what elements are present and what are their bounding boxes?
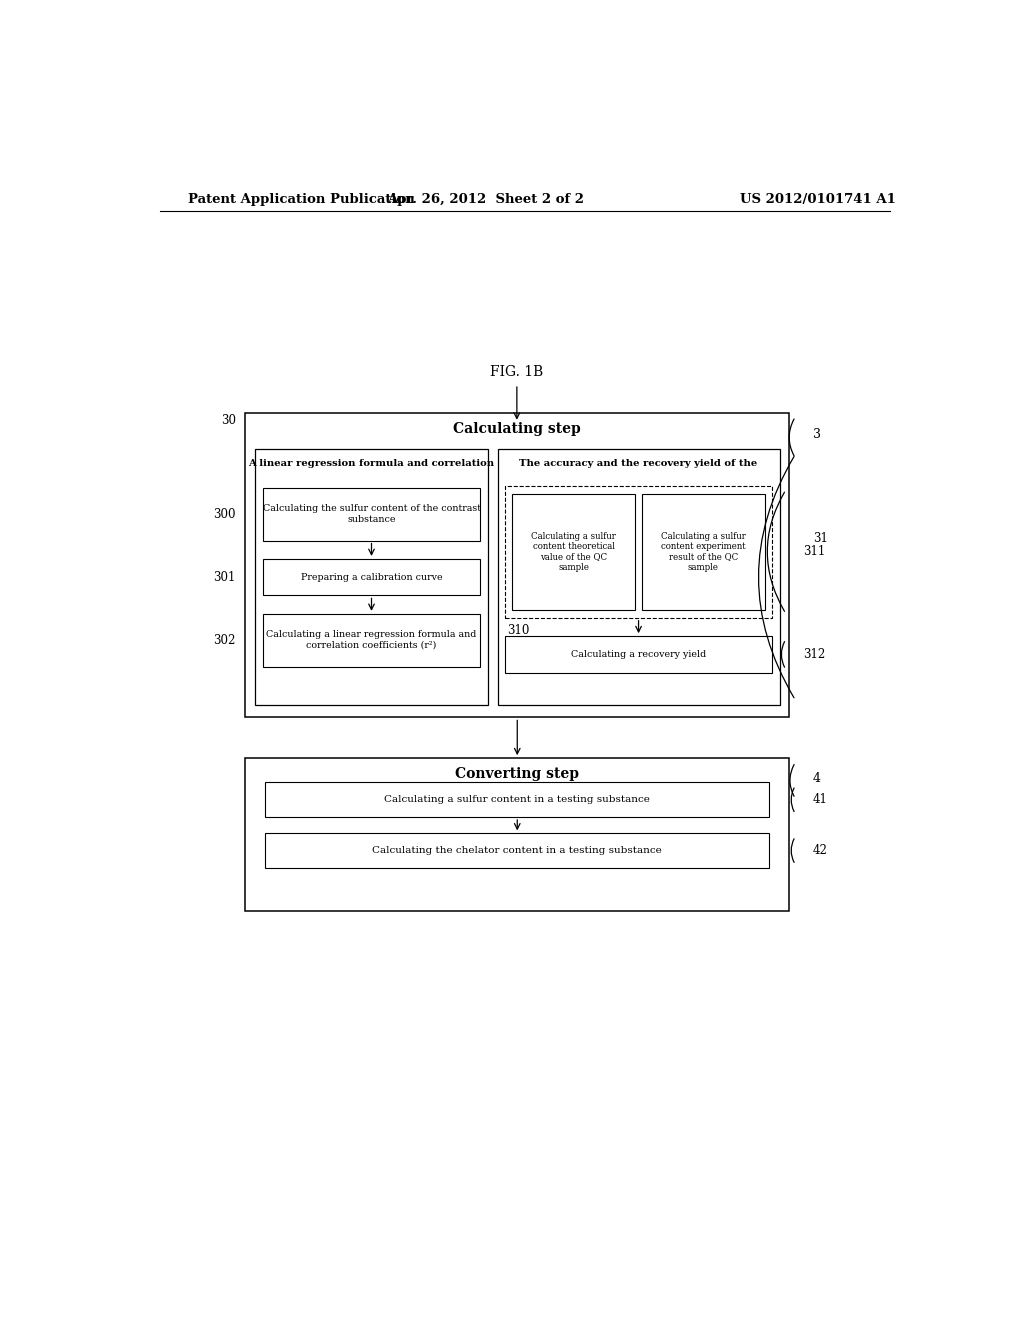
- Text: 302: 302: [214, 634, 236, 647]
- Text: 301: 301: [214, 570, 236, 583]
- Text: FIG. 1B: FIG. 1B: [490, 364, 544, 379]
- Bar: [512, 494, 635, 610]
- Text: 31: 31: [813, 532, 827, 545]
- Text: 30: 30: [221, 414, 236, 428]
- Text: 311: 311: [804, 545, 825, 558]
- Text: Apr. 26, 2012  Sheet 2 of 2: Apr. 26, 2012 Sheet 2 of 2: [387, 193, 584, 206]
- Text: Converting step: Converting step: [456, 767, 580, 781]
- Text: Calculating the sulfur content of the contrast
substance: Calculating the sulfur content of the co…: [262, 504, 480, 524]
- Text: Preparing a calibration curve: Preparing a calibration curve: [301, 573, 442, 582]
- Text: 41: 41: [813, 793, 827, 807]
- Bar: [263, 558, 480, 595]
- Text: 310: 310: [507, 623, 529, 636]
- Text: Calculating a sulfur
content experiment
result of the QC
sample: Calculating a sulfur content experiment …: [662, 532, 745, 572]
- Text: 300: 300: [213, 508, 236, 520]
- Text: US 2012/0101741 A1: US 2012/0101741 A1: [740, 193, 896, 206]
- Bar: [246, 413, 790, 718]
- Text: Calculating a recovery yield: Calculating a recovery yield: [571, 649, 707, 659]
- Bar: [255, 449, 488, 705]
- Bar: [642, 494, 765, 610]
- Bar: [506, 486, 772, 618]
- Text: Calculating a sulfur content in a testing substance: Calculating a sulfur content in a testin…: [384, 795, 650, 804]
- Bar: [246, 758, 790, 911]
- Text: Calculating the chelator content in a testing substance: Calculating the chelator content in a te…: [373, 846, 663, 855]
- Text: 312: 312: [804, 648, 825, 661]
- Text: 4: 4: [813, 772, 821, 785]
- Text: Patent Application Publication: Patent Application Publication: [187, 193, 415, 206]
- Text: The accuracy and the recovery yield of the: The accuracy and the recovery yield of t…: [519, 459, 758, 467]
- Text: Calculating step: Calculating step: [454, 422, 582, 436]
- Bar: [265, 833, 769, 867]
- Text: 3: 3: [813, 429, 821, 441]
- Text: Calculating a linear regression formula and
correlation coefficients (r²): Calculating a linear regression formula …: [266, 631, 477, 649]
- Text: Calculating a sulfur
content theoretical
value of the QC
sample: Calculating a sulfur content theoretical…: [531, 532, 616, 572]
- Bar: [263, 487, 480, 541]
- Bar: [265, 783, 769, 817]
- Bar: [263, 614, 480, 667]
- Text: 42: 42: [813, 843, 827, 857]
- Bar: [498, 449, 779, 705]
- Bar: [506, 636, 772, 673]
- Text: A linear regression formula and correlation: A linear regression formula and correlat…: [249, 459, 495, 467]
